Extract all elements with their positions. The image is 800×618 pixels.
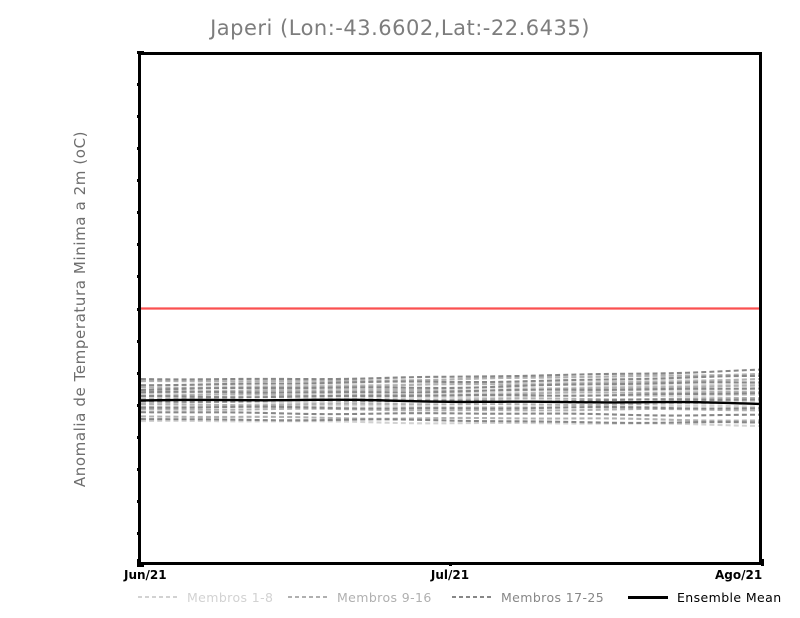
dashed-line-icon [138, 592, 178, 602]
solid-line-icon [628, 592, 668, 602]
chart-title: Japeri (Lon:-43.6602,Lat:-22.6435) [210, 16, 590, 40]
y-axis-label: Anomalia de Temperatura Minima a 2m (oC) [71, 130, 89, 488]
legend-label: Ensemble Mean [677, 589, 782, 605]
member-line [141, 387, 759, 394]
legend-item[interactable]: Ensemble Mean [628, 588, 782, 606]
member-line [141, 381, 759, 392]
legend-label: Membros 1-8 [187, 589, 274, 605]
x-tick-mark [761, 559, 764, 566]
legend-item[interactable]: Membros 17-25 [452, 588, 604, 606]
x-tick-label: Jul/21 [430, 568, 470, 582]
plot-lines [141, 307, 759, 427]
member-line [141, 407, 759, 412]
legend-label: Membros 9-16 [337, 589, 432, 605]
legend-label: Membros 17-25 [501, 589, 605, 605]
member-line [141, 368, 759, 381]
member-line [141, 415, 759, 422]
y-tick-mark [137, 564, 144, 567]
dashed-line-icon [452, 592, 492, 602]
legend-item[interactable]: Membros 1-8 [138, 588, 273, 606]
member-line [141, 384, 759, 394]
member-line [141, 405, 759, 410]
ensemble-mean-line [141, 398, 759, 406]
member-line [141, 402, 759, 407]
member-line [141, 372, 759, 383]
x-tick-label: Jun/21 [124, 568, 167, 582]
member-line [141, 411, 759, 417]
member-line [141, 392, 759, 399]
member-line [141, 404, 759, 409]
dashed-line-icon [288, 592, 328, 602]
member-line [141, 418, 759, 424]
x-tick-label: Ago/21 [715, 568, 763, 582]
member-line [141, 393, 759, 400]
chart-legend: Membros 1-8 Membros 9-16 Membros 17-25 Ense… [0, 588, 800, 608]
member-line [141, 378, 759, 389]
plot-area [138, 52, 762, 565]
member-line [141, 374, 759, 387]
legend-item[interactable]: Membros 9-16 [288, 588, 432, 606]
member-line [141, 419, 759, 427]
